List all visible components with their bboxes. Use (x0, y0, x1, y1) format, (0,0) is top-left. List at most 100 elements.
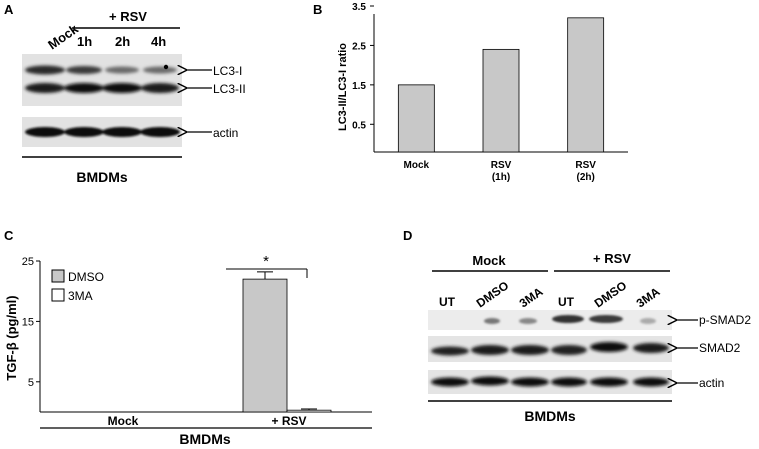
lc3-bands (25, 65, 179, 93)
chart-c-category-labels: Mock + RSV (108, 414, 307, 428)
footer-a: BMDMs (76, 169, 128, 185)
chart-c-ticks: 5 15 25 (22, 256, 40, 389)
group-label-rsv: + RSV (593, 251, 631, 266)
significance-marker: * (263, 253, 269, 270)
lane-label-2h: 2h (115, 34, 130, 49)
chart-c-category-label: Mock (108, 414, 139, 428)
band-smad2-lane2 (471, 345, 509, 355)
band-psmad2-lane4 (552, 315, 584, 323)
chart-b-bar (567, 17, 605, 153)
chart-c-bar-dmso (242, 278, 288, 413)
band-label-psmad2: p-SMAD2 (699, 313, 751, 327)
chart-b-ticks: 0.5 1.5 2.5 3.5 (352, 2, 374, 131)
chart-b-ytick-label: 2.5 (352, 41, 366, 52)
band-label-actin-d: actin (699, 376, 724, 390)
blot-speck (163, 64, 169, 70)
band-actin-d-lane3 (511, 377, 549, 387)
chart-c-legend: DMSO 3MA (51, 269, 104, 303)
chart-c-ytick-label: 15 (22, 316, 34, 328)
band-lc3i-lane1 (25, 65, 65, 75)
band-label-lc3i: LC3-I (213, 64, 242, 78)
lane-label-ut-1: UT (439, 295, 456, 309)
chart-c-category-label: + RSV (271, 414, 306, 428)
panel-c: C TGF-β (pg/ml) 5 15 25 DMSO 3MA * Mock + RS… (4, 228, 372, 447)
chart-b-ytick-label: 3.5 (352, 2, 366, 13)
band-smad2-lane1 (431, 346, 469, 356)
lane-label-ut-2: UT (558, 295, 575, 309)
smad2-blot (428, 336, 672, 362)
band-psmad2-lane3 (519, 318, 537, 324)
legend-swatch-3ma (51, 288, 65, 302)
lc3-blot (22, 54, 182, 106)
panel-c-letter: C (4, 228, 14, 243)
band-actin-d-lane4 (551, 377, 587, 387)
group-label-mock: Mock (472, 253, 506, 268)
chart-b-ytick-label: 0.5 (352, 120, 366, 131)
chart-b-bar (482, 48, 520, 153)
panel-d: D Mock + RSV UT DMSO 3MA UT DMSO 3MA p-S… (403, 228, 751, 424)
treatment-label: + RSV (109, 9, 147, 24)
chart-b-bar (397, 84, 435, 153)
chart-b-ytick-label: 1.5 (352, 81, 366, 92)
band-lc3i-lane4 (143, 66, 177, 74)
chart-c-ytick-label: 5 (28, 377, 34, 389)
psmad2-bands (484, 315, 656, 324)
band-smad2-lane4 (551, 345, 587, 355)
legend-label-dmso: DMSO (68, 270, 104, 284)
legend-label-3ma: 3MA (68, 289, 93, 303)
panel-a: A Mock + RSV 1h 2h 4h LC3-I LC3-II (4, 2, 246, 185)
chart-b-bars (397, 17, 605, 153)
band-actin-a-lane3 (102, 127, 142, 137)
band-psmad2-lane2 (484, 318, 500, 324)
band-lc3i-lane3 (105, 66, 139, 74)
chart-c-bar-3ma (286, 409, 332, 413)
lane-label-1h: 1h (77, 34, 92, 49)
chart-c-bars (242, 271, 332, 413)
panel-d-letter: D (403, 228, 412, 243)
chart-b-ylabel: LC3-II/LC3-I ratio (337, 43, 349, 131)
chart-b-category-label: Mock (404, 160, 430, 171)
band-smad2-lane6 (633, 343, 669, 353)
chart-b-category-label: (1h) (492, 172, 510, 183)
actin-bands-a (25, 127, 180, 137)
legend-swatch-dmso (51, 269, 65, 283)
chart-b-category-labels: Mock RSV(1h)RSV(2h) (404, 160, 597, 183)
lane-label-dmso-2: DMSO (592, 278, 630, 310)
lane-label-3ma-2: 3MA (634, 284, 663, 310)
band-actin-d-lane5 (590, 377, 628, 387)
panel-a-letter: A (4, 2, 14, 17)
band-smad2-lane3 (511, 345, 549, 355)
actin-bands-d (431, 376, 669, 387)
band-lc3ii-lane3 (102, 83, 142, 93)
band-actin-a-lane1 (25, 127, 65, 137)
chart-c-ylabel: TGF-β (pg/ml) (4, 295, 19, 380)
band-label-actin-a: actin (213, 126, 238, 140)
band-smad2-lane5 (590, 342, 628, 352)
lane-label-3ma-1: 3MA (517, 284, 546, 310)
band-psmad2-lane5 (589, 315, 623, 323)
psmad2-blot (428, 310, 672, 330)
chart-b-category-label: RSV (575, 160, 596, 171)
footer-d: BMDMs (524, 408, 576, 424)
band-actin-d-lane1 (431, 377, 469, 387)
band-actin-a-lane4 (140, 127, 180, 137)
band-actin-d-lane6 (633, 377, 669, 387)
band-label-smad2: SMAD2 (699, 341, 741, 355)
chart-b-category-label: (2h) (576, 172, 594, 183)
chart-b-category-label: RSV (491, 160, 512, 171)
band-lc3ii-lane2 (64, 83, 104, 93)
panel-b-letter: B (313, 2, 322, 17)
band-lc3ii-lane1 (25, 83, 65, 93)
band-actin-d-lane2 (471, 376, 509, 386)
footer-c: BMDMs (179, 431, 231, 447)
band-psmad2-lane6 (640, 318, 656, 324)
band-label-lc3ii: LC3-II (213, 82, 246, 96)
band-lc3i-lane2 (66, 66, 102, 74)
lane-label-4h: 4h (151, 34, 166, 49)
lane-label-dmso-1: DMSO (474, 278, 512, 310)
panel-b: B LC3-II/LC3-I ratio 0.5 1.5 2.5 3.5 Mock RS… (313, 2, 628, 183)
band-actin-a-lane2 (64, 127, 104, 137)
chart-c-ytick-label: 25 (22, 256, 34, 268)
band-lc3ii-lane4 (141, 83, 179, 93)
